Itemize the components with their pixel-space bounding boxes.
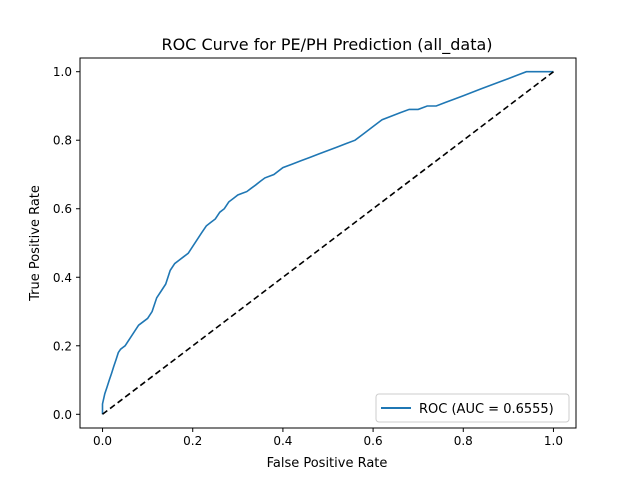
x-tick-label: 0.8 <box>454 434 473 448</box>
x-tick-label: 1.0 <box>544 434 563 448</box>
y-axis-ticks: 0.0 0.2 0.4 0.6 0.8 1.0 <box>53 65 80 422</box>
legend-label: ROC (AUC = 0.6555) <box>419 402 554 417</box>
y-tick-label: 0.0 <box>53 408 72 422</box>
y-tick-label: 0.4 <box>53 271 72 285</box>
roc-curve-line <box>101 70 554 415</box>
y-tick-label: 0.2 <box>53 339 72 353</box>
x-tick-label: 0.6 <box>364 434 383 448</box>
chart-title: ROC Curve for PE/PH Prediction (all_data… <box>161 35 492 55</box>
plot-area <box>79 57 577 429</box>
y-axis-label: True Positive Rate <box>28 185 43 302</box>
x-tick-label: 0.4 <box>273 434 292 448</box>
legend-box <box>375 393 570 423</box>
series-layer <box>101 70 554 415</box>
y-tick-label: 1.0 <box>53 65 72 79</box>
legend: ROC (AUC = 0.6555) <box>375 393 570 423</box>
x-axis-ticks: 0.0 0.2 0.4 0.6 0.8 1.0 <box>93 428 563 448</box>
x-tick-label: 0.0 <box>93 434 112 448</box>
x-tick-label: 0.2 <box>183 434 202 448</box>
y-tick-label: 0.8 <box>53 134 72 148</box>
x-axis-label: False Positive Rate <box>267 456 388 471</box>
y-tick-label: 0.6 <box>53 202 72 216</box>
